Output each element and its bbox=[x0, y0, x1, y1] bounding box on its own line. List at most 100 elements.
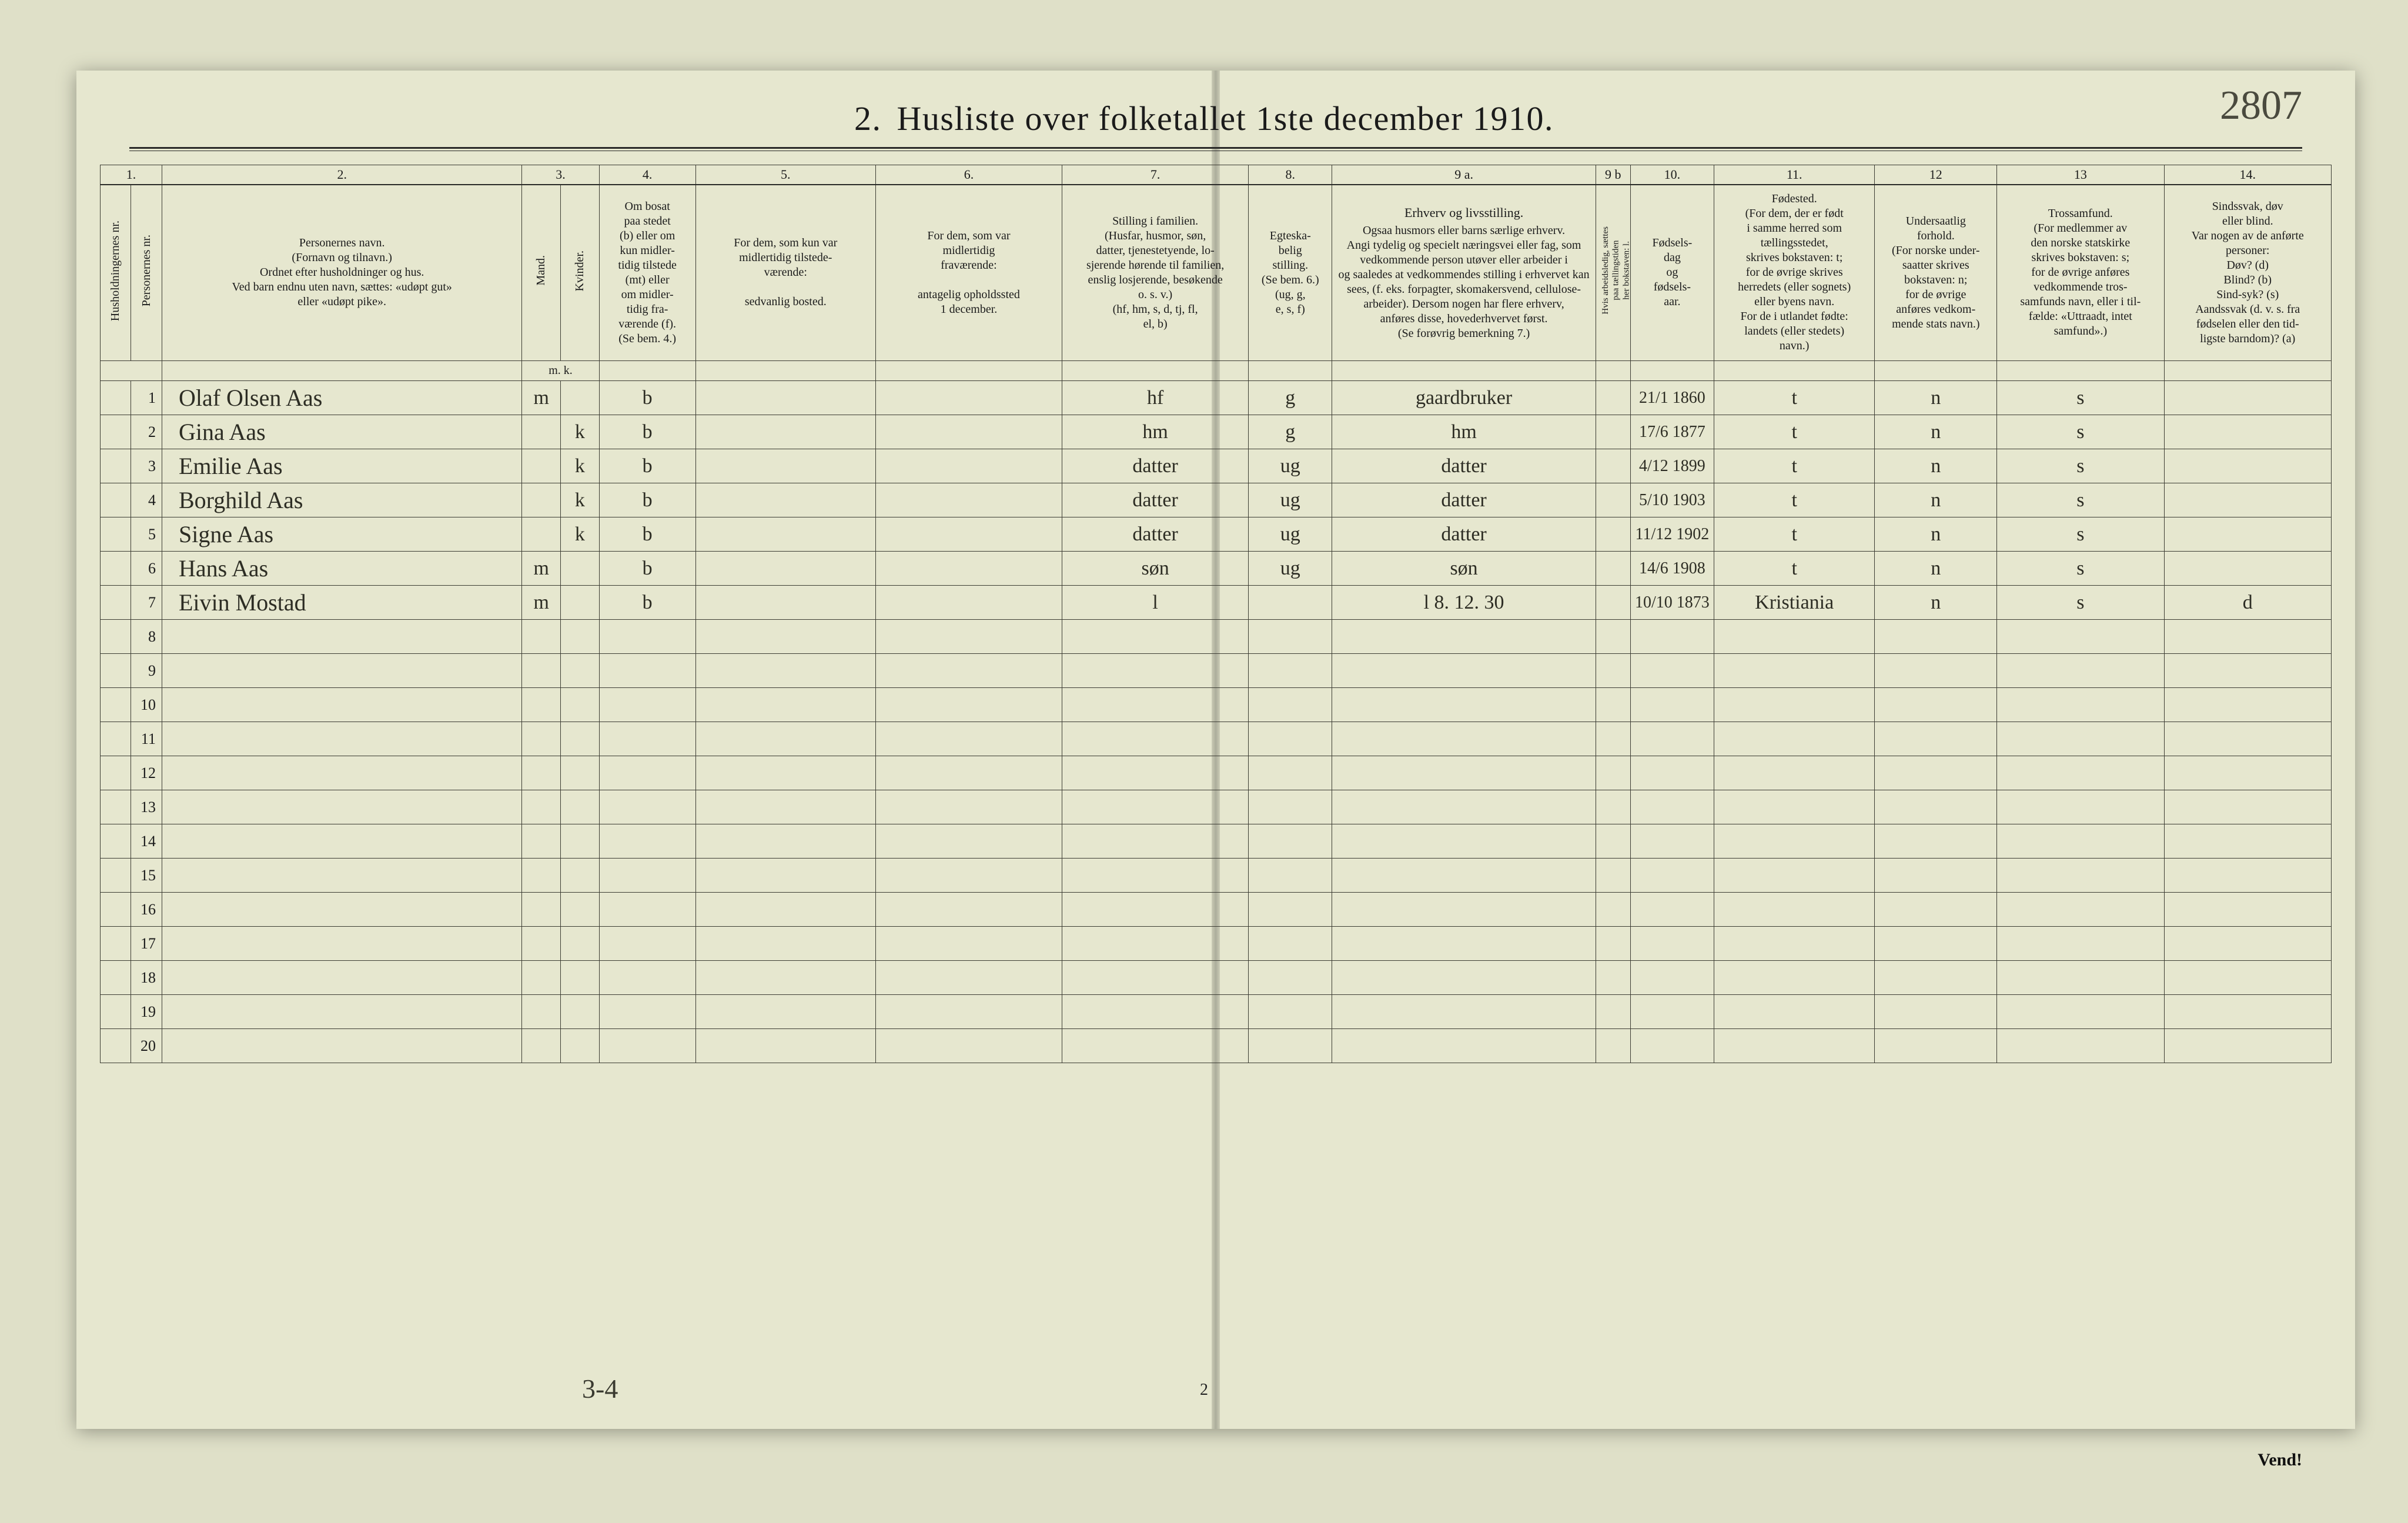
cell-name: Olaf Olsen Aas bbox=[162, 381, 521, 415]
cell-blank bbox=[599, 790, 695, 824]
cell-blank bbox=[1875, 995, 1997, 1029]
cell-name: Gina Aas bbox=[162, 415, 521, 449]
cell-blank bbox=[561, 688, 600, 722]
cell-blank bbox=[1875, 790, 1997, 824]
cell-blank bbox=[522, 1029, 561, 1063]
cell-blank bbox=[1249, 927, 1332, 961]
cell-blank bbox=[1332, 756, 1596, 790]
hdr-9a-top: Erhverv og livsstilling. bbox=[1337, 205, 1590, 221]
cell-rownum: 16 bbox=[131, 893, 162, 927]
cell-blank bbox=[1630, 1029, 1714, 1063]
cell-blank bbox=[875, 859, 1062, 893]
cell-blank bbox=[599, 927, 695, 961]
cell-blank bbox=[1249, 688, 1332, 722]
cell-c8: g bbox=[1249, 381, 1332, 415]
cell-c8: ug bbox=[1249, 552, 1332, 586]
cell-blank bbox=[1997, 893, 2164, 927]
cell-blank bbox=[695, 859, 875, 893]
cell-blank bbox=[599, 859, 695, 893]
hdr-foot-14 bbox=[2164, 361, 2331, 381]
cell-blank bbox=[2164, 688, 2331, 722]
cell-blank bbox=[162, 620, 521, 654]
cell-blank bbox=[1249, 995, 1332, 1029]
cell-rownum: 20 bbox=[131, 1029, 162, 1063]
cell-blank bbox=[561, 1029, 600, 1063]
cell-blank bbox=[162, 688, 521, 722]
cell-c4: b bbox=[599, 415, 695, 449]
hdr-1a: Husholdningernes nr. bbox=[101, 185, 131, 361]
cell-c7: datter bbox=[1062, 449, 1249, 483]
cell-c14 bbox=[2164, 449, 2331, 483]
table-row: 18 bbox=[101, 961, 2332, 995]
cell-c13: s bbox=[1997, 449, 2164, 483]
cell-hh bbox=[101, 586, 131, 620]
cell-blank bbox=[1249, 790, 1332, 824]
cell-rownum: 5 bbox=[131, 517, 162, 552]
cell-blank bbox=[1630, 654, 1714, 688]
hdr-3b-text: Kvinder. bbox=[573, 251, 587, 291]
cell-c14 bbox=[2164, 552, 2331, 586]
cell-blank bbox=[1596, 756, 1630, 790]
cell-c9a: datter bbox=[1332, 517, 1596, 552]
cell-blank bbox=[1062, 756, 1249, 790]
colnum-3: 3. bbox=[522, 165, 599, 185]
cell-blank bbox=[1596, 1029, 1630, 1063]
cell-k: k bbox=[561, 483, 600, 517]
cell-blank bbox=[1249, 893, 1332, 927]
table-row: 17 bbox=[101, 927, 2332, 961]
cell-rownum: 8 bbox=[131, 620, 162, 654]
cell-name: Borghild Aas bbox=[162, 483, 521, 517]
cell-blank bbox=[599, 620, 695, 654]
cell-blank bbox=[1875, 688, 1997, 722]
footer-page-number: 2 bbox=[1200, 1381, 1208, 1400]
cell-blank bbox=[1630, 756, 1714, 790]
cell-blank bbox=[875, 995, 1062, 1029]
cell-m: m bbox=[522, 552, 561, 586]
table-row: 4Borghild Aaskbdatterugdatter5/10 1903tn… bbox=[101, 483, 2332, 517]
cell-blank bbox=[875, 756, 1062, 790]
cell-c10: 4/12 1899 bbox=[1630, 449, 1714, 483]
hdr-foot-3: m. k. bbox=[522, 361, 599, 381]
cell-blank bbox=[1062, 961, 1249, 995]
cell-blank bbox=[1062, 654, 1249, 688]
cell-blank bbox=[1630, 722, 1714, 756]
cell-blank bbox=[1714, 790, 1874, 824]
cell-blank bbox=[1249, 859, 1332, 893]
cell-blank bbox=[599, 722, 695, 756]
colnum-11: 11. bbox=[1714, 165, 1874, 185]
cell-blank bbox=[561, 859, 600, 893]
cell-blank bbox=[1714, 620, 1874, 654]
cell-c14 bbox=[2164, 381, 2331, 415]
column-number-row: 1. 2. 3. 4. 5. 6. 7. 8. 9 a. 9 b 10. 11.… bbox=[101, 165, 2332, 185]
cell-blank bbox=[2164, 756, 2331, 790]
cell-blank bbox=[1630, 961, 1714, 995]
cell-blank bbox=[1596, 688, 1630, 722]
cell-blank bbox=[1630, 893, 1714, 927]
colnum-2: 2. bbox=[162, 165, 521, 185]
cell-c5 bbox=[695, 552, 875, 586]
cell-blank bbox=[1714, 995, 1874, 1029]
cell-blank bbox=[1596, 790, 1630, 824]
cell-c8: ug bbox=[1249, 449, 1332, 483]
cell-blank bbox=[1249, 756, 1332, 790]
cell-c9a: l 8. 12. 30 bbox=[1332, 586, 1596, 620]
cell-c10: 10/10 1873 bbox=[1630, 586, 1714, 620]
cell-rownum: 17 bbox=[131, 927, 162, 961]
cell-hh bbox=[101, 449, 131, 483]
cell-blank bbox=[1875, 756, 1997, 790]
cell-blank bbox=[1332, 859, 1596, 893]
cell-c14 bbox=[2164, 415, 2331, 449]
cell-blank bbox=[561, 722, 600, 756]
hdr-1a-text: Husholdningernes nr. bbox=[109, 221, 122, 321]
cell-blank bbox=[162, 654, 521, 688]
cell-c14 bbox=[2164, 517, 2331, 552]
cell-blank bbox=[561, 654, 600, 688]
cell-c13: s bbox=[1997, 483, 2164, 517]
cell-blank bbox=[1249, 620, 1332, 654]
table-row: 10 bbox=[101, 688, 2332, 722]
cell-blank bbox=[561, 756, 600, 790]
cell-blank bbox=[599, 961, 695, 995]
name-text: Olaf Olsen Aas bbox=[179, 385, 322, 411]
cell-blank bbox=[522, 961, 561, 995]
cell-blank bbox=[1062, 893, 1249, 927]
